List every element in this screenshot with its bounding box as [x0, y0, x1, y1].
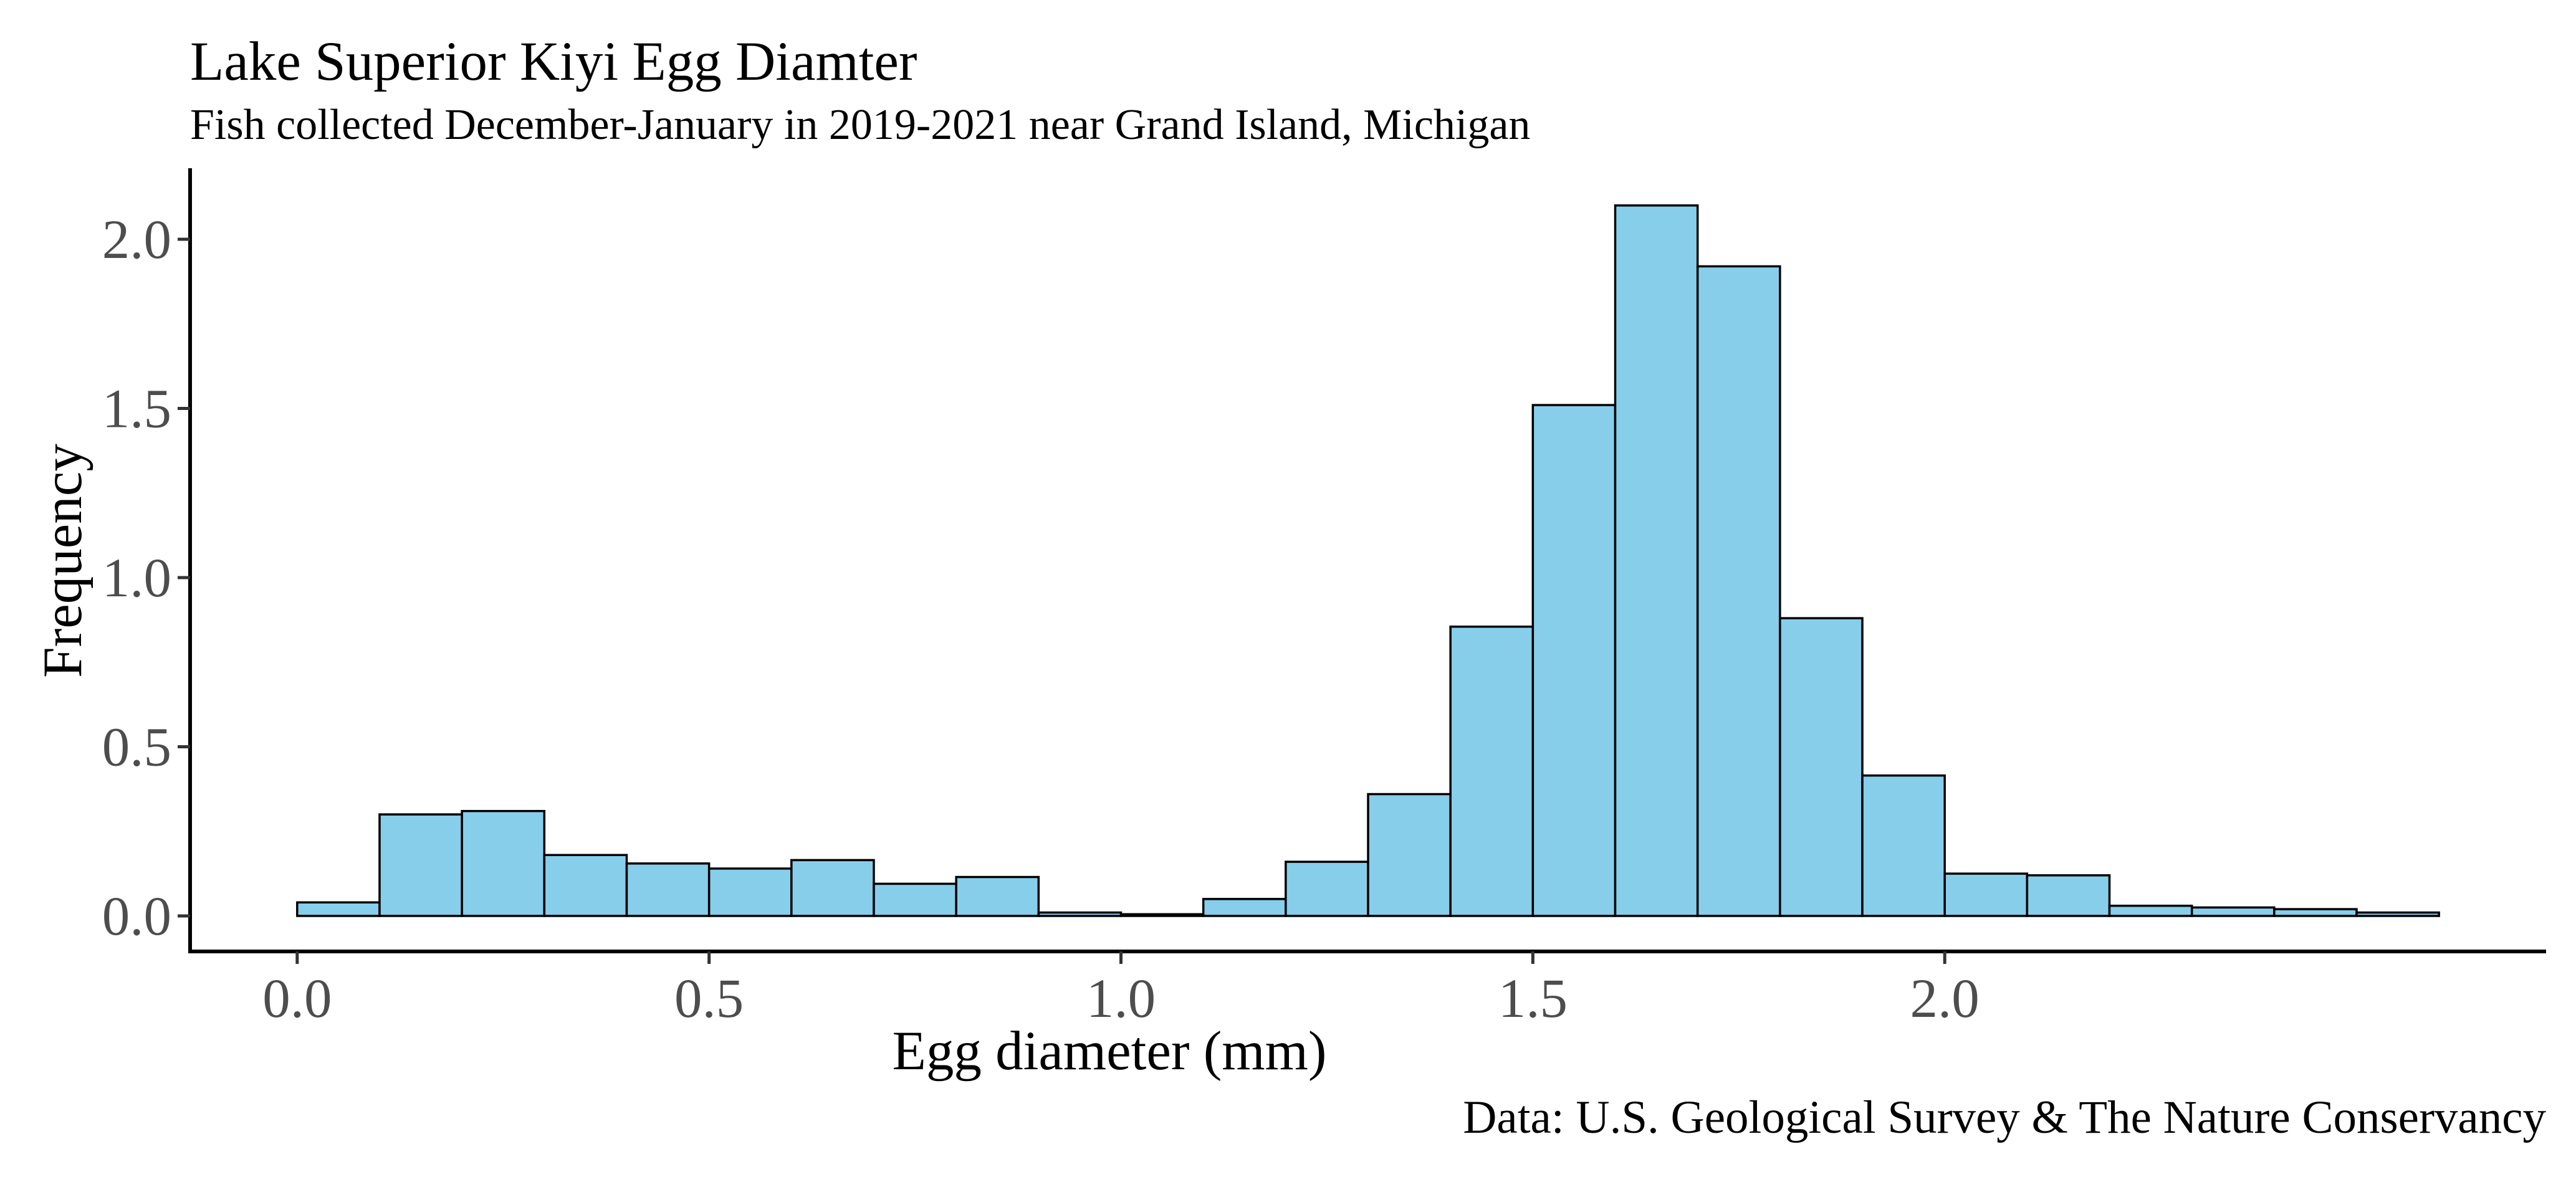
- histogram-bar-7: [873, 882, 957, 917]
- histogram-bar-6: [790, 859, 875, 917]
- histogram-bar-10: [1119, 913, 1205, 917]
- histogram-bar-25: [2355, 911, 2440, 917]
- histogram-bar-11: [1202, 898, 1287, 917]
- y-ticks-group: 0.0 0.5 1.0 1.5 2.0: [102, 209, 190, 947]
- chart-subtitle: Fish collected December-January in 2019-…: [190, 101, 1530, 149]
- histogram-bar-18: [1779, 617, 1864, 917]
- x-tick-label-2: 1.0: [1086, 968, 1156, 1029]
- x-tick-label-3: 1.5: [1498, 968, 1568, 1029]
- x-tick-label-4: 2.0: [1910, 968, 1980, 1029]
- histogram-bar-24: [2273, 908, 2358, 917]
- histogram-bar-21: [2026, 874, 2111, 917]
- histogram-bar-1: [378, 813, 463, 917]
- chart-caption: Data: U.S. Geological Survey & The Natur…: [1463, 1092, 2546, 1143]
- y-tick-label-4: 2.0: [102, 209, 171, 270]
- histogram-bar-0: [296, 901, 381, 917]
- histogram-bar-19: [1861, 774, 1946, 917]
- histogram-bar-9: [1037, 911, 1123, 917]
- histogram-bar-15: [1531, 404, 1617, 917]
- histogram-bar-14: [1449, 625, 1535, 917]
- chart-title: Lake Superior Kiyi Egg Diamter: [190, 31, 917, 92]
- bars-group: [296, 204, 2440, 917]
- histogram-bar-16: [1614, 204, 1699, 917]
- y-axis-title: Frequency: [32, 444, 93, 678]
- x-tick-label-0: 0.0: [262, 968, 332, 1029]
- histogram-bar-13: [1367, 793, 1452, 917]
- histogram-bar-2: [461, 809, 546, 917]
- y-tick-label-3: 1.5: [102, 379, 171, 440]
- y-tick-label-1: 0.5: [102, 717, 171, 778]
- histogram-bar-23: [2190, 906, 2276, 917]
- y-tick-label-2: 1.0: [102, 548, 171, 609]
- histogram-bar-20: [1943, 872, 2029, 917]
- y-tick-label-0: 0.0: [102, 886, 171, 947]
- histogram-bar-4: [625, 862, 711, 917]
- histogram-bar-17: [1696, 265, 1781, 917]
- histogram-bar-22: [2108, 904, 2193, 917]
- histogram-bar-8: [955, 875, 1040, 917]
- x-tick-label-1: 0.5: [674, 968, 744, 1029]
- x-axis-title: Egg diameter (mm): [893, 1021, 1327, 1082]
- x-ticks-group: 0.0 0.5 1.0 1.5 2.0: [262, 951, 1980, 1029]
- histogram-bar-5: [707, 867, 793, 917]
- histogram-bar-12: [1285, 860, 1369, 917]
- histogram-bar-3: [543, 854, 628, 917]
